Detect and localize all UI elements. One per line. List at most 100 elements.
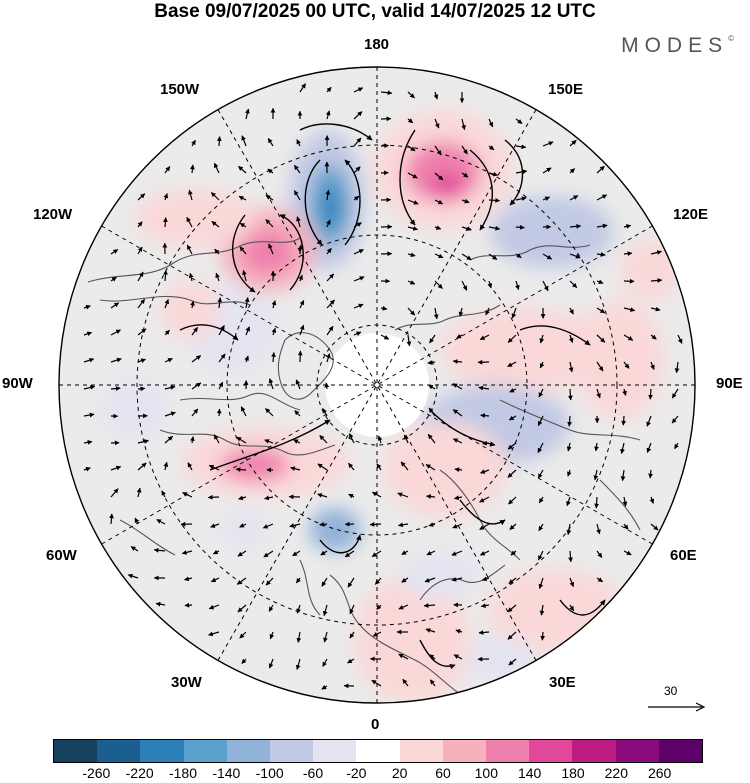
wind-vector (326, 273, 335, 282)
wind-vector (321, 684, 328, 690)
wind-vector (488, 253, 498, 260)
wind-vector (137, 246, 143, 255)
wind-vector (508, 658, 517, 666)
anomaly-region (323, 190, 341, 226)
circulation-arrow (469, 149, 494, 231)
wind-vector (319, 434, 328, 444)
coastline (419, 564, 506, 601)
colorbar-swatch (529, 740, 573, 762)
wind-vector (83, 304, 91, 310)
wind-vector (539, 334, 545, 344)
label-120w: 120W (33, 206, 73, 223)
wind-vector (542, 141, 554, 147)
coastline (299, 559, 321, 616)
wind-vector (235, 467, 247, 472)
wind-vector (461, 280, 468, 291)
wind-vector (380, 334, 390, 340)
wind-vector (487, 280, 493, 289)
wind-vector (188, 272, 194, 282)
wind-vector (110, 276, 117, 282)
wind-vector (296, 139, 301, 147)
colorbar-swatch (226, 740, 271, 762)
map-disc (59, 67, 695, 703)
wind-vector (569, 195, 579, 201)
wind-vector (569, 280, 578, 289)
wind-vector (376, 604, 382, 610)
map-title: Base 09/07/2025 00 UTC, valid 14/07/2025… (154, 1, 596, 22)
wind-vector (537, 415, 544, 427)
wind-vector (426, 494, 436, 499)
wind-vector (623, 251, 633, 257)
wind-vector (407, 199, 419, 205)
wind-vector (509, 388, 517, 393)
wind-vector (567, 469, 572, 477)
wind-vector (347, 577, 355, 588)
wind-vector (326, 219, 331, 228)
colorbar-tick-label: 60 (435, 765, 451, 781)
wind-vector (348, 462, 355, 471)
wind-vector (369, 522, 382, 527)
wind-vector (458, 307, 464, 317)
wind-vector (271, 300, 277, 309)
wind-vector (348, 433, 355, 444)
wind-vector (110, 386, 121, 391)
wind-vector (515, 253, 522, 259)
label-90e: 90E (716, 375, 743, 392)
wind-vector (268, 243, 274, 255)
label-30e: 30E (549, 674, 576, 691)
wind-vector (480, 603, 490, 608)
wind-vector (434, 118, 440, 129)
wind-vector (542, 196, 550, 202)
circulation-arrow (299, 123, 373, 141)
wind-vector (244, 355, 249, 363)
coastline (499, 399, 641, 441)
wind-vector (83, 439, 93, 445)
wind-vector (515, 144, 527, 150)
wind-vector (515, 280, 520, 291)
circulation-arrow (279, 214, 304, 291)
wind-vector (127, 573, 139, 579)
wind-vector (137, 462, 147, 471)
wind-vector (542, 280, 549, 292)
wind-vector (650, 334, 657, 340)
label-60e: 60E (670, 547, 697, 564)
wind-vector (164, 329, 170, 336)
wind-vector (507, 442, 517, 450)
wind-vector (186, 216, 193, 228)
wind-vector (324, 382, 330, 390)
wind-vector (264, 439, 274, 444)
wind-vector (623, 523, 629, 530)
wind-vector (322, 658, 328, 667)
wind-vector (164, 166, 171, 174)
colorbar-swatch (572, 740, 616, 762)
wind-vector (211, 220, 220, 228)
wind-vector (434, 253, 444, 259)
wind-vector (434, 199, 444, 205)
wind-vector (454, 467, 463, 473)
wind-vector (353, 87, 364, 93)
circulation-arrow (519, 325, 591, 346)
colorbar-swatch (658, 740, 703, 762)
wind-vector (296, 631, 302, 643)
colorbar-tick-label: -20 (346, 765, 367, 781)
wind-vector (371, 550, 382, 558)
wind-vector (569, 307, 574, 315)
wind-vector (538, 388, 544, 398)
wind-vector (539, 604, 545, 616)
wind-vector (480, 413, 490, 418)
wind-vector (428, 384, 436, 390)
wind-vector (163, 269, 168, 282)
wind-vector (191, 382, 202, 390)
wind-vector (646, 442, 652, 453)
wind-vector (244, 297, 250, 309)
wind-vector (353, 111, 363, 120)
wind-vector (538, 496, 544, 504)
wind-vector (508, 415, 517, 421)
wind-vector (677, 334, 683, 344)
colorbar-tick-label: 140 (517, 765, 542, 781)
wind-vector (515, 196, 527, 201)
wind-vector (213, 434, 220, 444)
wind-vector (650, 250, 662, 255)
wind-vector (289, 523, 301, 528)
wind-vector (83, 331, 93, 337)
